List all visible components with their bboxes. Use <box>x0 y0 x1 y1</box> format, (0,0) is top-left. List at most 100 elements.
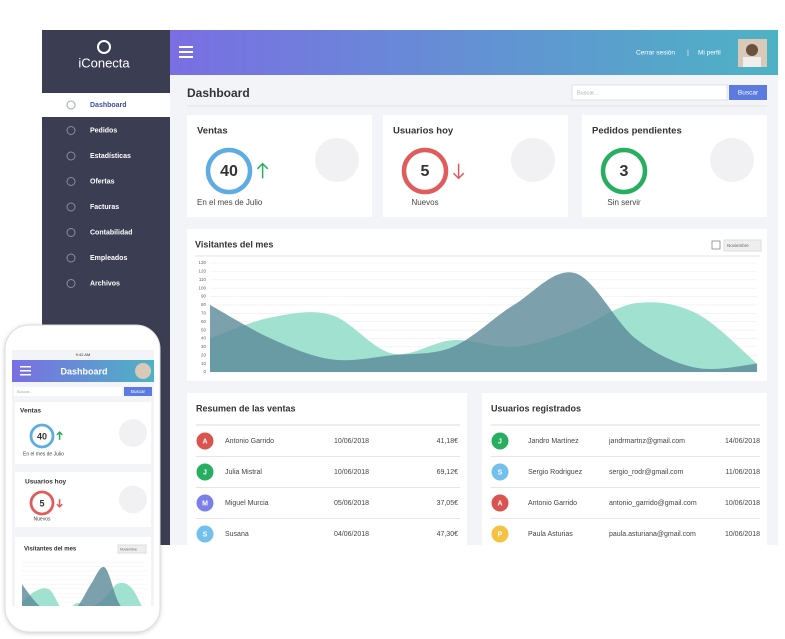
phone-screen: 9:42 AM Dashboard Buscar... Buscar Venta… <box>12 350 154 606</box>
avatar <box>491 525 509 543</box>
menu-button[interactable] <box>179 46 193 58</box>
cell-amount: 69,12€ <box>437 469 459 476</box>
nav-icon <box>66 177 76 186</box>
avatar <box>196 494 214 512</box>
period-dropdown <box>117 544 147 554</box>
cell-name: Miguel Murcia <box>225 500 269 507</box>
nav-item[interactable]: Estadísticas <box>90 153 131 160</box>
cell-name: Paula Asturias <box>528 531 573 538</box>
cell-email: sergio_rodr@gmail.com <box>609 469 684 476</box>
nav-item[interactable]: Ofertas <box>90 178 115 185</box>
cell-date: 04/06/2018 <box>334 531 369 538</box>
card-watermark <box>710 138 754 182</box>
avatar <box>196 525 214 543</box>
avatar-initial: A <box>202 438 207 445</box>
card-watermark <box>119 419 147 447</box>
phone-search-button[interactable] <box>124 387 152 396</box>
cell-name: Antonio Garrido <box>225 438 274 445</box>
nav-item[interactable]: Facturas <box>90 204 119 211</box>
nav-icon <box>66 202 76 212</box>
nav-item[interactable]: Pedidos <box>90 127 117 134</box>
y-tick-label: 10 <box>201 361 207 366</box>
card-title: Ventas <box>197 126 228 137</box>
search-input[interactable] <box>571 84 728 101</box>
gauge-ring <box>205 147 253 195</box>
gauge-ring <box>600 147 648 195</box>
card-watermark <box>511 138 555 182</box>
card-watermark <box>315 138 359 182</box>
nav-item[interactable]: Contabilidad <box>90 229 132 236</box>
y-tick-label: 60 <box>201 319 207 324</box>
y-tick-label: 50 <box>201 327 207 332</box>
chart-title: Visitantes del mes <box>195 239 273 249</box>
logout-link[interactable]: Cerrar sesión <box>636 50 675 57</box>
y-tick-label: 100 <box>198 285 206 290</box>
card-caption: Nuevos <box>34 516 51 522</box>
avatar <box>196 463 214 481</box>
brand-name: iConecta <box>78 55 130 70</box>
nav-icon <box>66 151 76 161</box>
menu-line <box>179 56 193 58</box>
card-title: Pedidos pendientes <box>592 126 682 137</box>
y-tick-label: 80 <box>201 302 207 307</box>
table-title: Resumen de las ventas <box>196 403 296 413</box>
nav-icon <box>66 228 76 237</box>
y-tick-label: 40 <box>201 336 207 341</box>
menu-line <box>179 46 193 48</box>
photo-body <box>743 57 761 67</box>
period-dropdown[interactable] <box>723 239 762 252</box>
cell-email: jandrmartnz@gmail.com <box>608 438 685 445</box>
nav-icon <box>66 100 76 110</box>
gauge-ring <box>401 147 449 195</box>
phone-avatar[interactable] <box>135 363 151 379</box>
nav-item[interactable]: Archivos <box>90 280 120 287</box>
gauge-value: 3 <box>620 163 629 180</box>
nav-item[interactable]: Empleados <box>90 255 127 262</box>
phone-mockup: 9:42 AM Dashboard Buscar... Buscar Venta… <box>4 324 161 633</box>
gauge-value: 5 <box>39 498 44 508</box>
calendar-icon <box>711 240 721 250</box>
phone-search[interactable] <box>14 387 122 396</box>
y-tick-label: 20 <box>201 352 207 357</box>
cell-date: 14/06/2018 <box>725 438 760 445</box>
y-tick-label: 130 <box>198 260 206 265</box>
period-label: Noviembre <box>727 243 749 248</box>
search-button-label: Buscar <box>738 90 759 97</box>
avatar-initial: J <box>203 469 207 476</box>
nav-icon <box>66 279 76 288</box>
avatar-initial: A <box>497 500 502 507</box>
y-tick-label: 90 <box>201 294 207 299</box>
y-tick-label: 120 <box>198 269 206 274</box>
cell-date: 10/06/2018 <box>725 531 760 538</box>
trend-down <box>56 499 63 508</box>
separator: | <box>687 50 689 57</box>
profile-link[interactable]: Mi perfil <box>698 50 721 57</box>
nav-icon <box>66 126 76 135</box>
card-title: Usuarios hoy <box>25 479 67 486</box>
card-caption: Sin servir <box>607 198 641 207</box>
chart-title: Visitantes del mes <box>24 547 77 553</box>
y-tick-label: 0 <box>203 369 206 374</box>
phone-header <box>12 360 154 382</box>
brand-logo <box>97 40 111 54</box>
status-time: 9:42 AM <box>76 352 91 357</box>
cell-email: paula.asturiana@gmail.com <box>609 531 696 538</box>
cell-name: Antonio Garrido <box>528 500 577 507</box>
trend-down <box>452 163 465 180</box>
search-button[interactable] <box>729 85 767 100</box>
nav-icon <box>66 253 76 263</box>
y-tick-label: 30 <box>201 344 207 349</box>
top-bar <box>170 30 778 75</box>
desktop-window: iConecta Cerrar sesión | Mi perfil Dashb… <box>40 5 778 545</box>
gauge-value: 40 <box>220 163 238 180</box>
cell-name: Julia Mistral <box>225 469 262 476</box>
menu-line <box>20 370 31 372</box>
avatar-initial: S <box>498 469 503 476</box>
cell-name: Jandro Martínez <box>528 438 579 445</box>
gauge-value: 40 <box>37 431 47 441</box>
card-caption: En el mes de Julio <box>23 451 64 457</box>
nav-item[interactable]: Dashboard <box>90 102 127 109</box>
avatar <box>196 432 214 450</box>
